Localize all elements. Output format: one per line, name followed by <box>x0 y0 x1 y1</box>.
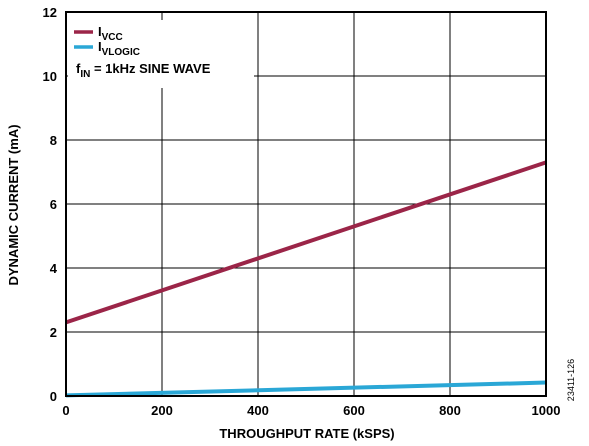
x-tick-label: 0 <box>62 403 69 418</box>
x-tick-label: 1000 <box>532 403 561 418</box>
x-tick-label: 600 <box>343 403 365 418</box>
series-line-vcc <box>65 160 547 325</box>
y-ticks: 0 2 4 6 8 10 12 <box>43 5 58 404</box>
legend-label-vcc: IVCC <box>98 24 123 43</box>
y-tick-label: 2 <box>50 325 57 340</box>
x-axis-title: THROUGHPUT RATE (kSPS) <box>219 426 394 441</box>
x-tick-label: 800 <box>439 403 461 418</box>
legend-label-vlogic: IVLOGIC <box>98 39 140 58</box>
y-tick-label: 12 <box>43 5 57 20</box>
x-tick-label: 400 <box>247 403 269 418</box>
x-tick-label: 200 <box>151 403 173 418</box>
plot-frame <box>65 11 547 397</box>
y-tick-label: 0 <box>50 389 57 404</box>
series-line-vlogic <box>65 380 547 398</box>
y-tick-label: 10 <box>43 69 57 84</box>
y-tick-label: 6 <box>50 197 57 212</box>
grid <box>66 12 546 396</box>
y-axis-title: DYNAMIC CURRENT (mA) <box>6 124 21 285</box>
y-tick-label: 8 <box>50 133 57 148</box>
figure-id: 23411-126 <box>566 359 576 401</box>
legend-box <box>68 20 254 88</box>
series-lines <box>65 160 547 398</box>
legend-annotation: fIN = 1kHz SINE WAVE <box>76 61 211 80</box>
x-ticks: 0 200 400 600 800 1000 <box>62 403 560 418</box>
y-tick-label: 4 <box>50 261 58 276</box>
